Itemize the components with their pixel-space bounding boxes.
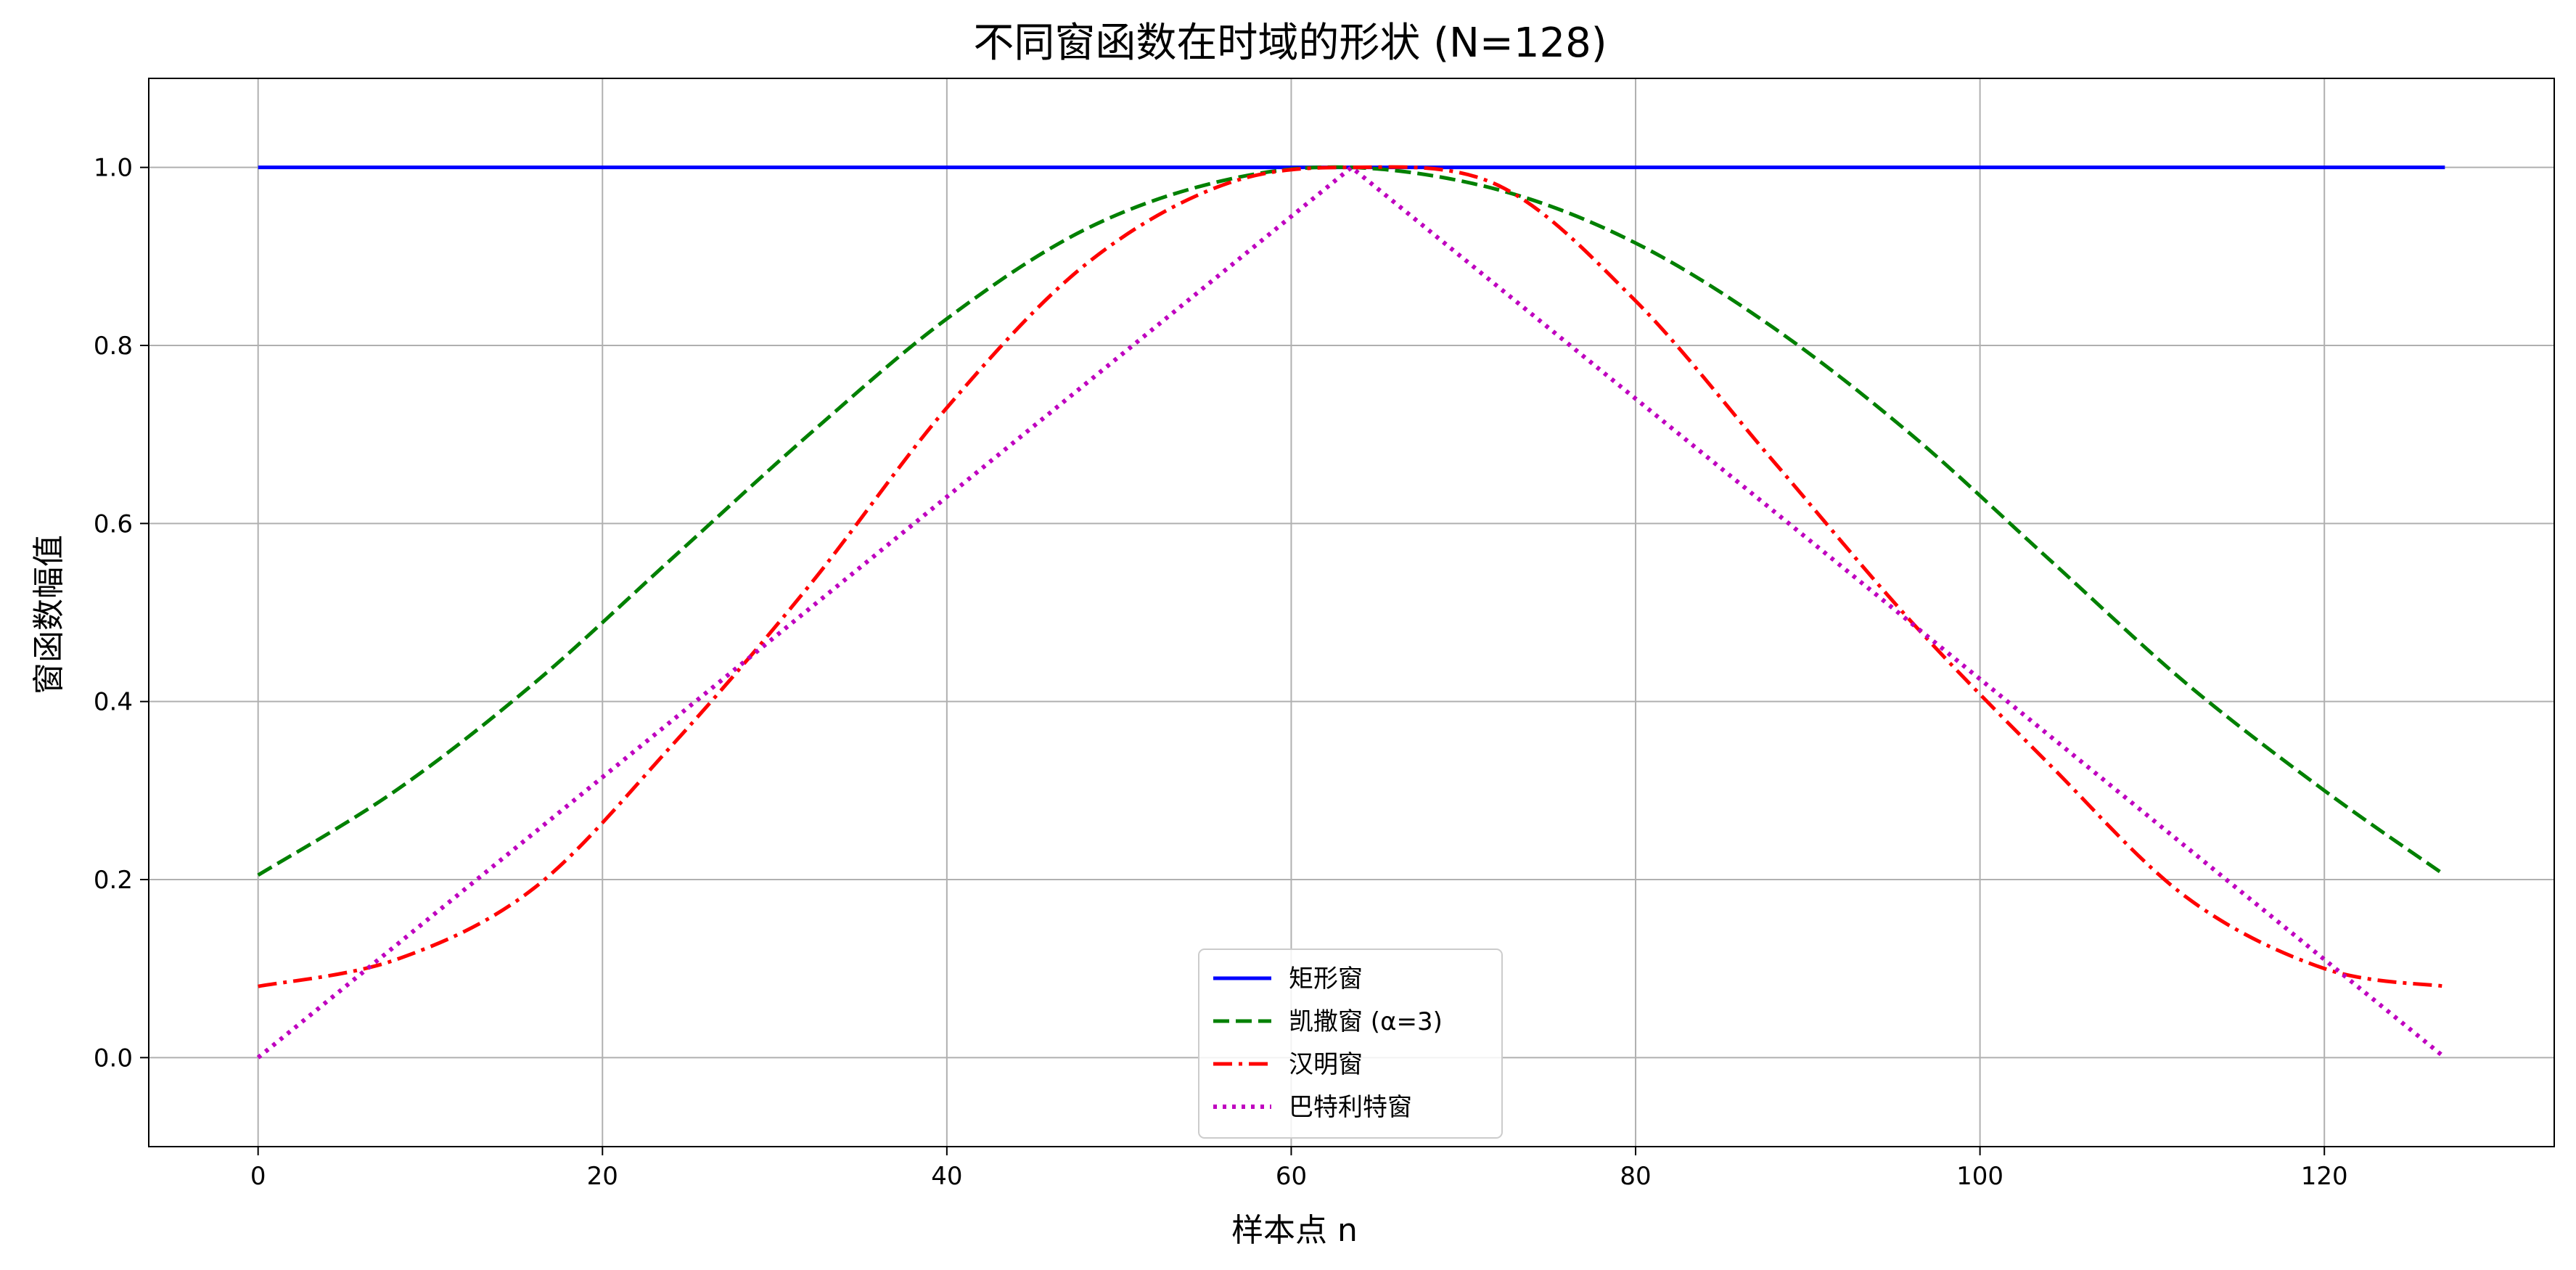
x-tick-label: 60 [1276, 1162, 1307, 1191]
y-tick-label: 0.0 [94, 1044, 133, 1073]
x-tick-label: 80 [1620, 1162, 1651, 1191]
series-lines [256, 164, 2447, 1060]
x-tick-label: 100 [1956, 1162, 2003, 1191]
series-line-1 [257, 165, 2446, 877]
x-tick-label: 0 [250, 1162, 266, 1191]
y-tick-label: 0.8 [94, 332, 133, 361]
y-tick-label: 0.2 [94, 866, 133, 895]
legend-label-3: 巴特利特窗 [1289, 1093, 1412, 1122]
plot-frame [148, 78, 2555, 1147]
y-tick-label: 0.4 [94, 688, 133, 717]
chart-title: 不同窗函数在时域的形状 (N=128) [973, 20, 1607, 67]
x-tick-label: 40 [931, 1162, 962, 1191]
axis-ticks: 0 20 40 60 80 100 120 0.0 0.2 0.4 0.6 0.8 1.0 [94, 154, 2348, 1191]
legend-label-1: 凯撒窗 (α=3) [1289, 1007, 1443, 1036]
legend-label-0: 矩形窗 [1289, 964, 1363, 994]
x-axis-label: 样本点 n [1231, 1212, 1358, 1249]
y-tick-label: 1.0 [94, 154, 133, 183]
x-tick-label: 20 [587, 1162, 618, 1191]
legend-label-2: 汉明窗 [1289, 1050, 1363, 1079]
legend-box [1198, 949, 1503, 1139]
series-line-3 [256, 164, 2447, 1060]
x-tick-label: 120 [2301, 1162, 2348, 1191]
series-line-2 [258, 165, 2445, 988]
y-axis-label: 窗函数幅值 [30, 535, 67, 695]
y-tick-label: 0.6 [94, 509, 133, 538]
